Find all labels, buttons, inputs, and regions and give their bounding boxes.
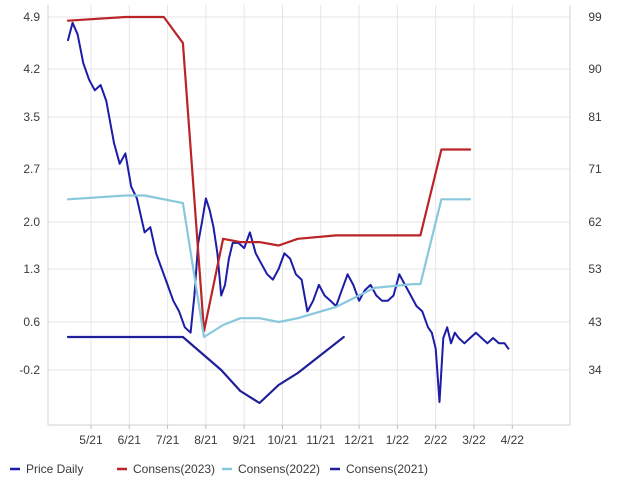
legend-label: Consens(2023) [133, 462, 215, 476]
legend: Price Daily Consens(2023) Consens(2022) Con… [10, 462, 428, 476]
x-tick-label: 1/22 [386, 433, 410, 447]
legend-label: Consens(2021) [346, 462, 428, 476]
y-left-tick-label: 4.2 [23, 62, 40, 76]
y-right-tick-label: 62 [588, 215, 602, 229]
series-layer [66, 15, 510, 405]
y-right-tick-label: 34 [588, 363, 602, 377]
x-tick-label: 5/21 [79, 433, 103, 447]
y-right-tick-label: 90 [588, 62, 602, 76]
grid [48, 5, 570, 425]
y-right-tick-label: 43 [588, 315, 602, 329]
y-right-tick-label: 71 [588, 162, 602, 176]
legend-label: Consens(2022) [238, 462, 320, 476]
y-right-tick-label: 81 [588, 110, 602, 124]
price-daily-line [67, 21, 510, 403]
consens-2022-line [66, 194, 472, 339]
consens-2023-line [66, 15, 472, 333]
x-axis-ticks: 5/21 6/21 7/21 8/21 9/21 10/21 11/21 12/21 1/22 2… [79, 425, 524, 447]
x-tick-label: 2/22 [424, 433, 448, 447]
x-tick-label: 12/21 [344, 433, 374, 447]
x-tick-label: 9/21 [233, 433, 257, 447]
x-tick-label: 3/22 [462, 433, 486, 447]
y-left-tick-label: 0.6 [23, 315, 40, 329]
x-tick-label: 4/22 [501, 433, 525, 447]
x-tick-label: 6/21 [118, 433, 142, 447]
y-axis-left-ticks: 4.9 4.2 3.5 2.7 2.0 1.3 0.6 -0.2 [19, 10, 40, 377]
y-left-tick-label: 1.3 [23, 262, 40, 276]
y-left-tick-label: 2.7 [23, 162, 40, 176]
y-right-tick-label: 53 [588, 262, 602, 276]
y-axis-right-ticks: 99 90 81 71 62 53 43 34 [588, 10, 602, 377]
y-left-tick-label: -0.2 [19, 363, 40, 377]
x-tick-label: 11/21 [306, 433, 335, 447]
x-tick-label: 10/21 [267, 433, 297, 447]
consens-2021-line [66, 335, 345, 405]
y-left-tick-label: 3.5 [23, 110, 40, 124]
plot-area [48, 5, 570, 425]
legend-label: Price Daily [26, 462, 83, 476]
y-left-tick-label: 4.9 [23, 10, 40, 24]
x-tick-label: 8/21 [194, 433, 218, 447]
y-left-tick-label: 2.0 [23, 215, 40, 229]
y-right-tick-label: 99 [588, 10, 602, 24]
x-tick-label: 7/21 [156, 433, 180, 447]
